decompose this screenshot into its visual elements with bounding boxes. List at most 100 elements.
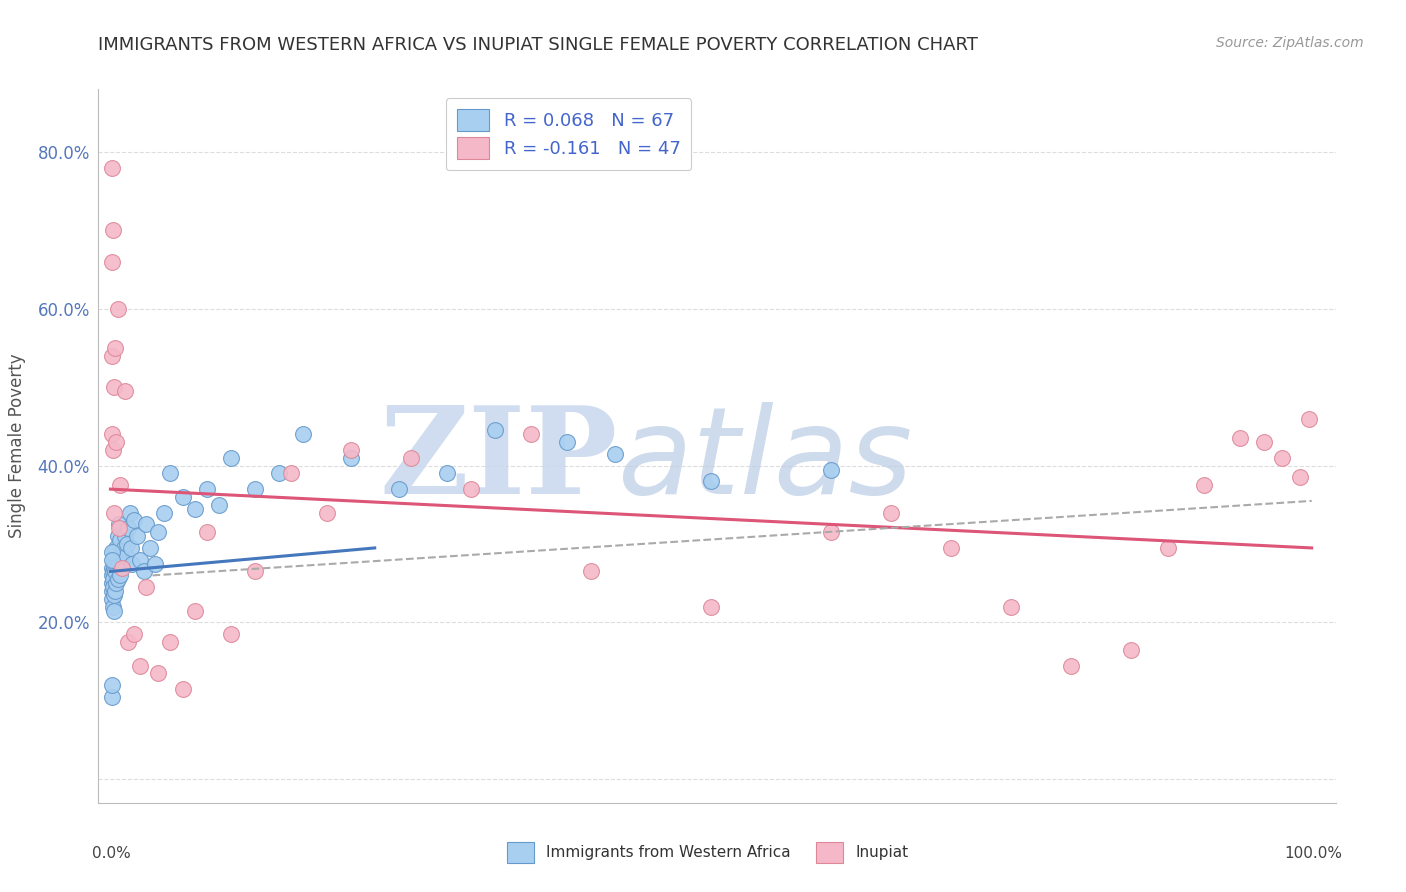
Point — [125, 529, 148, 543]
Point — [107, 572, 129, 586]
Point — [101, 599, 124, 614]
Point — [124, 627, 146, 641]
Point — [436, 467, 458, 481]
Point — [105, 435, 128, 450]
Point — [108, 533, 131, 547]
Point — [219, 450, 242, 465]
Point — [1060, 658, 1083, 673]
Point — [1121, 643, 1143, 657]
Point — [195, 525, 218, 540]
Point — [117, 521, 139, 535]
Point — [100, 584, 122, 599]
Point — [117, 635, 139, 649]
Point — [120, 541, 142, 555]
Point — [484, 423, 506, 437]
Point — [129, 658, 152, 673]
Point — [107, 529, 129, 543]
Point — [100, 576, 122, 591]
Point — [100, 254, 122, 268]
Point — [880, 506, 903, 520]
Point — [108, 517, 131, 532]
Point — [1271, 450, 1294, 465]
Point — [100, 568, 122, 582]
Point — [135, 517, 157, 532]
Text: ZIP: ZIP — [380, 401, 619, 519]
Point — [110, 549, 132, 563]
Point — [108, 521, 131, 535]
Point — [107, 301, 129, 316]
Point — [159, 467, 181, 481]
Text: 100.0%: 100.0% — [1284, 846, 1341, 861]
Point — [104, 584, 127, 599]
Point — [105, 576, 128, 591]
Point — [183, 501, 205, 516]
Point — [579, 565, 602, 579]
Point — [399, 450, 422, 465]
Point — [112, 541, 135, 555]
Bar — [815, 842, 844, 863]
Bar — [506, 842, 534, 863]
Point — [104, 565, 127, 579]
Point — [291, 427, 314, 442]
Point — [339, 450, 361, 465]
Point — [101, 442, 124, 457]
Point — [267, 467, 290, 481]
Point — [108, 557, 131, 571]
Point — [103, 604, 125, 618]
Text: atlas: atlas — [619, 401, 914, 519]
Point — [100, 161, 122, 175]
Legend: R = 0.068   N = 67, R = -0.161   N = 47: R = 0.068 N = 67, R = -0.161 N = 47 — [446, 98, 692, 170]
Point — [101, 572, 124, 586]
Point — [111, 560, 134, 574]
Text: Source: ZipAtlas.com: Source: ZipAtlas.com — [1216, 36, 1364, 50]
Point — [105, 541, 128, 555]
Point — [114, 384, 136, 398]
Point — [603, 447, 626, 461]
Point — [101, 565, 124, 579]
Point — [388, 482, 411, 496]
Point — [243, 565, 266, 579]
Point — [555, 435, 578, 450]
Point — [820, 462, 842, 476]
Point — [100, 560, 122, 574]
Point — [121, 557, 143, 571]
Point — [100, 427, 122, 442]
Point — [129, 552, 152, 566]
Point — [219, 627, 242, 641]
Point — [100, 678, 122, 692]
Point — [101, 580, 124, 594]
Point — [103, 545, 125, 559]
Y-axis label: Single Female Poverty: Single Female Poverty — [8, 354, 27, 538]
Point — [117, 537, 139, 551]
Point — [104, 341, 127, 355]
Point — [111, 557, 134, 571]
Point — [820, 525, 842, 540]
Point — [108, 478, 131, 492]
Point — [100, 552, 122, 566]
Point — [1192, 478, 1215, 492]
Point — [103, 588, 125, 602]
Text: Inupiat: Inupiat — [856, 846, 908, 860]
Point — [115, 549, 138, 563]
Point — [108, 568, 131, 582]
Point — [100, 690, 122, 704]
Point — [118, 506, 141, 520]
Point — [280, 467, 302, 481]
Point — [132, 565, 155, 579]
Point — [315, 506, 337, 520]
Point — [124, 514, 146, 528]
Point — [520, 427, 543, 442]
Point — [139, 541, 162, 555]
Point — [105, 557, 128, 571]
Point — [1288, 470, 1310, 484]
Point — [195, 482, 218, 496]
Text: Immigrants from Western Africa: Immigrants from Western Africa — [547, 846, 792, 860]
Point — [700, 599, 723, 614]
Text: IMMIGRANTS FROM WESTERN AFRICA VS INUPIAT SINGLE FEMALE POVERTY CORRELATION CHAR: IMMIGRANTS FROM WESTERN AFRICA VS INUPIA… — [98, 36, 979, 54]
Point — [103, 560, 125, 574]
Point — [100, 591, 122, 606]
Point — [153, 506, 176, 520]
Point — [101, 223, 124, 237]
Point — [243, 482, 266, 496]
Point — [460, 482, 482, 496]
